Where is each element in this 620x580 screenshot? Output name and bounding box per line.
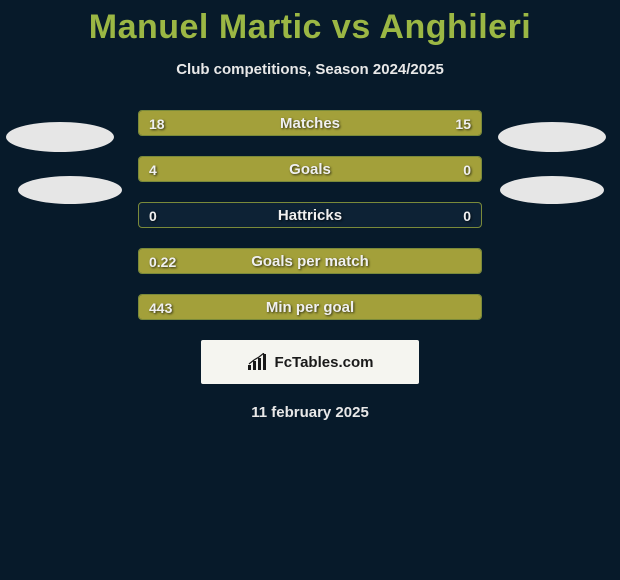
stat-row: 4Goals0 <box>138 156 482 182</box>
chart-icon <box>247 353 269 371</box>
date-label: 11 february 2025 <box>0 404 620 421</box>
brand-badge: FcTables.com <box>201 340 419 384</box>
stat-value-right: 15 <box>455 111 471 136</box>
subtitle: Club competitions, Season 2024/2025 <box>0 61 620 78</box>
stat-value-right: 0 <box>463 157 471 182</box>
stat-label: Goals <box>139 157 481 182</box>
stat-row: 18Matches15 <box>138 110 482 136</box>
page-title: Manuel Martic vs Anghileri <box>0 0 620 47</box>
stat-label: Min per goal <box>139 295 481 320</box>
decorative-ellipse <box>18 176 122 204</box>
stat-label: Matches <box>139 111 481 136</box>
brand-text: FcTables.com <box>275 354 374 371</box>
stat-row: 0.22Goals per match <box>138 248 482 274</box>
stat-row: 0Hattricks0 <box>138 202 482 228</box>
decorative-ellipse <box>498 122 606 152</box>
stat-label: Hattricks <box>139 203 481 228</box>
decorative-ellipse <box>6 122 114 152</box>
decorative-ellipse <box>500 176 604 204</box>
stat-label: Goals per match <box>139 249 481 274</box>
stat-value-right: 0 <box>463 203 471 228</box>
stat-row: 443Min per goal <box>138 294 482 320</box>
